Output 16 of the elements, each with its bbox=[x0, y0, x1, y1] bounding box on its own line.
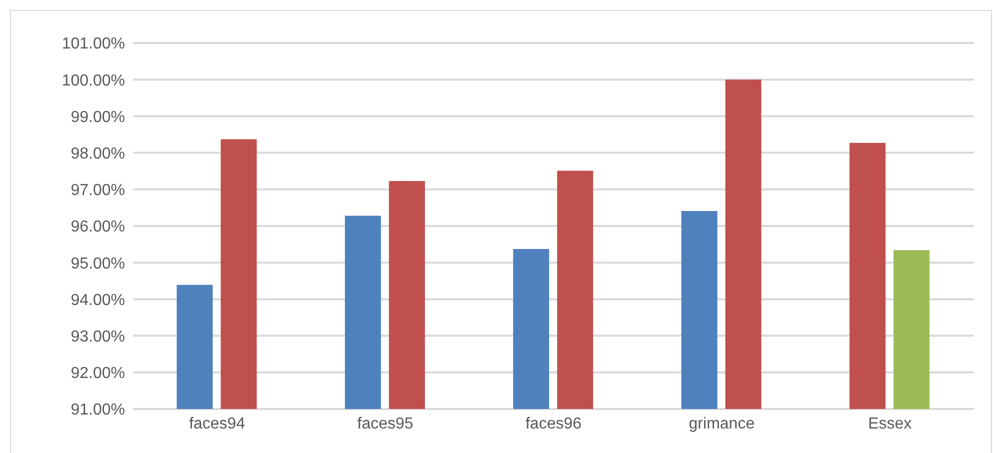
y-tick-label: 98.00% bbox=[70, 145, 125, 162]
y-tick-label: 96.00% bbox=[70, 218, 125, 236]
y-tick-label: 99.00% bbox=[70, 108, 125, 126]
x-tick-label: grimance bbox=[688, 415, 755, 432]
y-tick-label: 93.00% bbox=[70, 328, 125, 346]
y-tick-label: 100.00% bbox=[62, 72, 125, 90]
y-tick-label: 97.00% bbox=[70, 182, 125, 200]
x-tick-label: faces94 bbox=[189, 415, 246, 432]
x-tick-label: faces96 bbox=[525, 415, 582, 432]
y-tick-label: 91.00% bbox=[70, 402, 125, 419]
y-tick-label: 94.00% bbox=[70, 292, 125, 309]
x-tick-label: faces95 bbox=[357, 415, 414, 432]
y-tick-label: 92.00% bbox=[70, 365, 125, 382]
x-tick-label: Essex bbox=[868, 415, 912, 432]
y-tick-label: 95.00% bbox=[70, 255, 125, 272]
y-tick-label: 101.00% bbox=[62, 36, 125, 53]
